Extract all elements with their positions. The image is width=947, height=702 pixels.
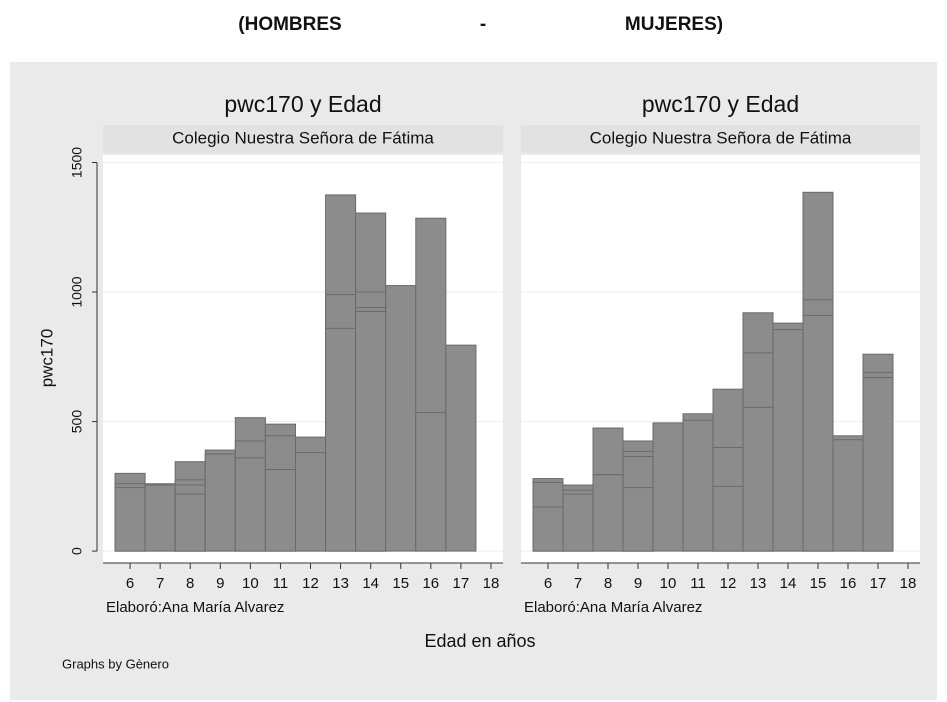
x-tick-label: 12 (720, 575, 737, 592)
x-tick-label: 12 (302, 575, 319, 592)
x-tick-label: 7 (156, 575, 164, 592)
x-tick-label: 8 (604, 575, 612, 592)
bar (385, 285, 417, 552)
x-tick-label: 11 (690, 575, 706, 592)
x-tick-label: 8 (186, 575, 194, 592)
y-axis-label: pwc170 (37, 329, 56, 388)
x-tick-label: 18 (483, 575, 500, 592)
bar (592, 474, 624, 552)
x-tick-label: 16 (422, 575, 439, 592)
bar (622, 487, 654, 552)
x-tick-label: 9 (216, 575, 224, 592)
strip (521, 125, 920, 153)
x-tick-label: 13 (332, 575, 349, 592)
x-axis-label: Edad en años (424, 631, 535, 651)
bar (832, 439, 864, 552)
x-tick-label: 11 (273, 575, 289, 592)
header-right: MUJERES) (625, 14, 723, 35)
bar (234, 457, 266, 552)
bar (174, 493, 206, 552)
bar (415, 411, 447, 552)
by-note: Graphs by Gènero (62, 656, 169, 671)
y-tick-label: 500 (69, 410, 85, 434)
panel-title: pwc170 y Edad (224, 91, 381, 117)
x-tick-label: 10 (660, 575, 677, 592)
bar (264, 468, 296, 552)
bar (294, 452, 327, 552)
x-tick-label: 14 (362, 575, 379, 592)
bar (532, 506, 564, 552)
x-tick-label: 17 (870, 575, 887, 592)
x-tick-label: 13 (750, 575, 767, 592)
panel-subtitle: Colegio Nuestra Señora de Fátima (590, 128, 852, 147)
bar (114, 487, 146, 552)
x-tick-label: 7 (574, 575, 582, 592)
x-tick-label: 15 (810, 575, 827, 592)
bar (742, 406, 774, 552)
bar (682, 419, 714, 552)
y-tick-label: 0 (69, 547, 85, 555)
x-tick-label: 17 (453, 575, 470, 592)
bar (712, 485, 744, 552)
bar (562, 493, 594, 552)
y-tick-label: 1000 (69, 276, 85, 307)
panel-note: Elaboró:Ana María Alvarez (106, 599, 284, 616)
header-left: (HOMBRES (238, 14, 341, 35)
bar (144, 484, 176, 552)
x-tick-label: 16 (840, 575, 857, 592)
bar (652, 422, 684, 552)
x-tick-label: 6 (126, 575, 134, 592)
bar (772, 329, 804, 552)
bar (802, 314, 834, 552)
x-tick-label: 15 (392, 575, 409, 592)
panel-note: Elaboró:Ana María Alvarez (524, 599, 702, 616)
bar (862, 377, 894, 552)
panel-title: pwc170 y Edad (642, 91, 799, 117)
x-tick-label: 10 (242, 575, 259, 592)
x-tick-label: 14 (780, 575, 797, 592)
bar (325, 327, 357, 552)
x-tick-label: 9 (634, 575, 642, 592)
x-tick-label: 18 (900, 575, 917, 592)
bar (445, 344, 477, 552)
bar (204, 453, 236, 552)
y-tick-label: 1500 (69, 147, 85, 178)
x-tick-label: 6 (544, 575, 552, 592)
strip (103, 125, 503, 153)
header-sep: - (480, 14, 486, 35)
bar (355, 310, 387, 552)
panel-subtitle: Colegio Nuestra Señora de Fátima (172, 128, 434, 147)
